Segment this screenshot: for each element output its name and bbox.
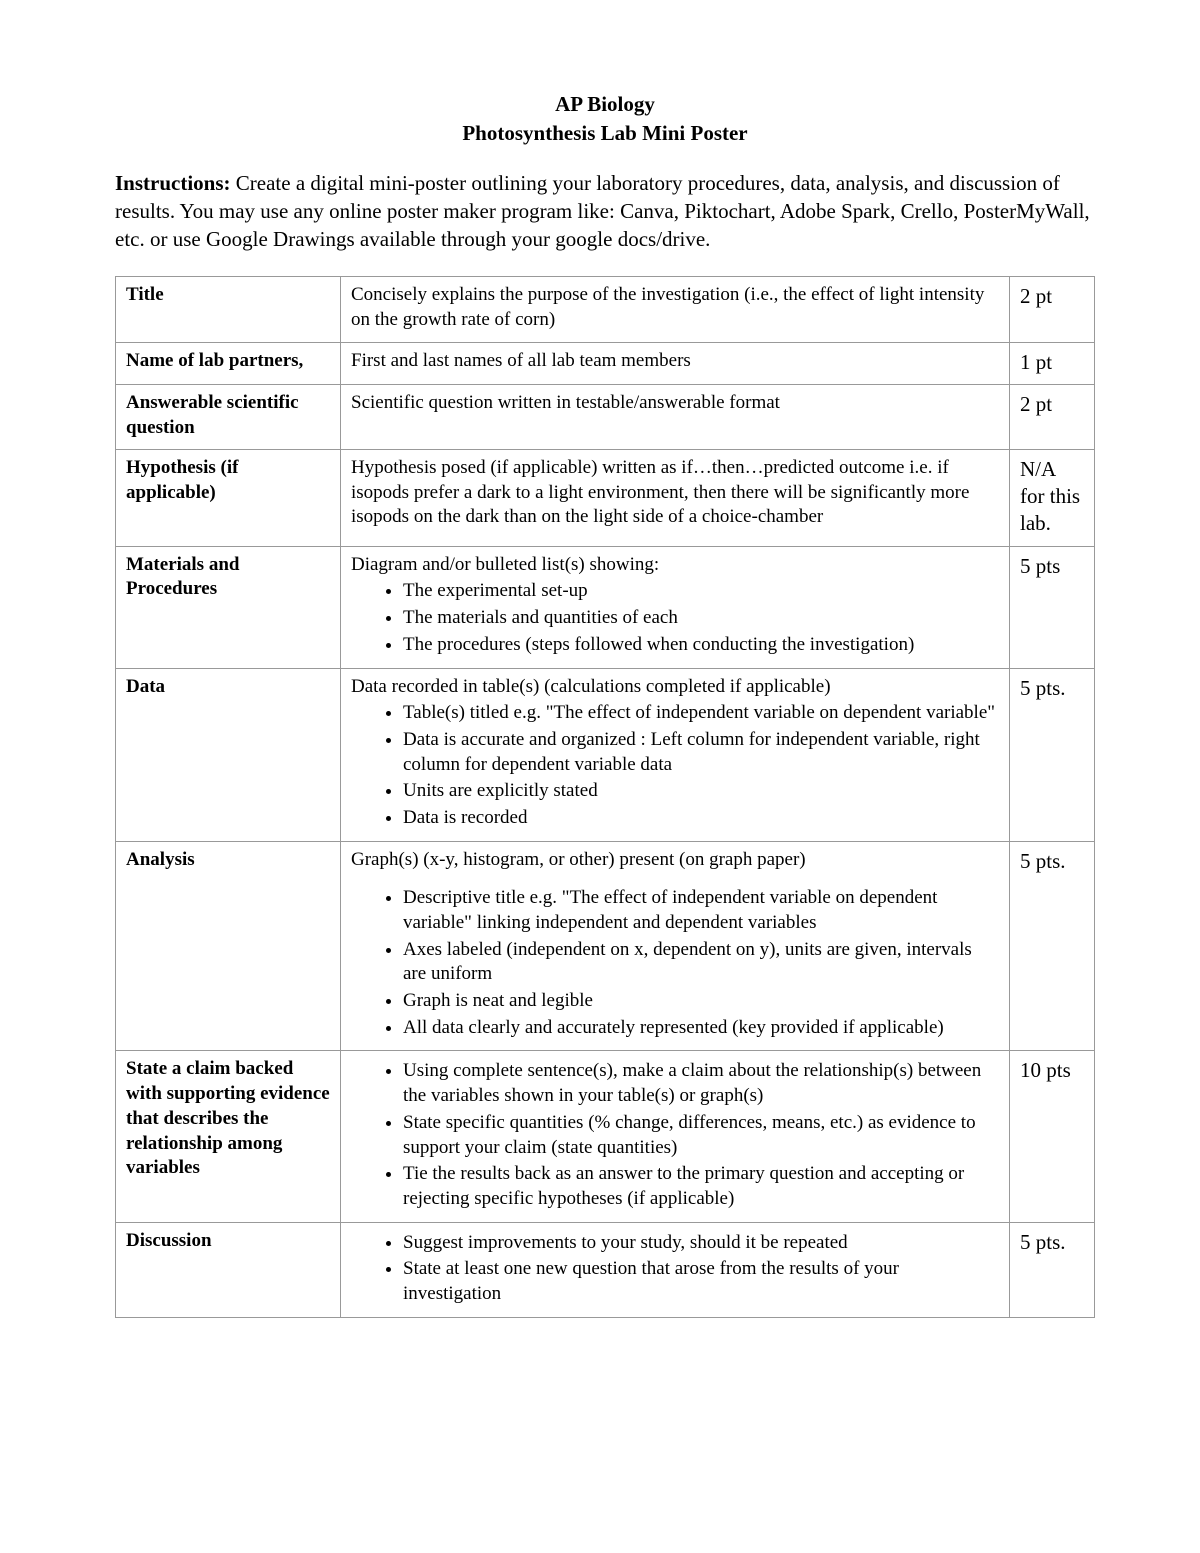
rubric-row-bullets: Using complete sentence(s), make a claim… — [351, 1059, 999, 1211]
rubric-row-lead: Scientific question written in testable/… — [351, 391, 999, 416]
rubric-bullet: Units are explicitly stated — [403, 779, 999, 804]
header-line-2: Photosynthesis Lab Mini Poster — [115, 119, 1095, 148]
rubric-bullet: Graph is neat and legible — [403, 989, 999, 1014]
rubric-row: Hypothesis (if applicable)Hypothesis pos… — [116, 449, 1095, 546]
rubric-row-points: 5 pts. — [1010, 1222, 1095, 1317]
rubric-row-description: Hypothesis posed (if applicable) written… — [341, 449, 1010, 546]
rubric-bullet: The procedures (steps followed when cond… — [403, 633, 999, 658]
rubric-row: Answerable scientific question Scientific… — [116, 385, 1095, 449]
rubric-bullet: The experimental set-up — [403, 579, 999, 604]
rubric-row-label: Materials and Procedures — [116, 546, 341, 668]
rubric-bullet: State specific quantities (% change, dif… — [403, 1111, 999, 1160]
rubric-bullet: Tie the results back as an answer to the… — [403, 1162, 999, 1211]
rubric-row: TitleConcisely explains the purpose of t… — [116, 276, 1095, 342]
rubric-bullet: Table(s) titled e.g. "The effect of inde… — [403, 701, 999, 726]
rubric-row-bullets: The experimental set-upThe materials and… — [351, 579, 999, 657]
rubric-bullet: Using complete sentence(s), make a claim… — [403, 1059, 999, 1108]
rubric-row-label: Hypothesis (if applicable) — [116, 449, 341, 546]
rubric-bullet: Data is accurate and organized : Left co… — [403, 728, 999, 777]
rubric-row-label: Title — [116, 276, 341, 342]
rubric-row-points: 5 pts. — [1010, 841, 1095, 1051]
rubric-row-points: 2 pt — [1010, 276, 1095, 342]
rubric-row-lead: Graph(s) (x-y, histogram, or other) pres… — [351, 848, 999, 873]
instructions-paragraph: Instructions: Create a digital mini-post… — [115, 169, 1095, 254]
rubric-row-label: Discussion — [116, 1222, 341, 1317]
instructions-text: Create a digital mini-poster outlining y… — [115, 171, 1090, 252]
rubric-bullet: Data is recorded — [403, 806, 999, 831]
rubric-row-lead: Concisely explains the purpose of the in… — [351, 283, 999, 332]
rubric-row: Materials and ProceduresDiagram and/or b… — [116, 546, 1095, 668]
rubric-body: TitleConcisely explains the purpose of t… — [116, 276, 1095, 1317]
rubric-row-description: Using complete sentence(s), make a claim… — [341, 1051, 1010, 1222]
rubric-row-description: Scientific question written in testable/… — [341, 385, 1010, 449]
rubric-bullet: The materials and quantities of each — [403, 606, 999, 631]
rubric-row-description: First and last names of all lab team mem… — [341, 343, 1010, 385]
rubric-row-description: Suggest improvements to your study, shou… — [341, 1222, 1010, 1317]
rubric-row-label: Data — [116, 668, 341, 841]
rubric-row-label: Analysis — [116, 841, 341, 1051]
rubric-row-label: State a claim backed with supporting evi… — [116, 1051, 341, 1222]
rubric-row: Discussion Suggest improvements to your s… — [116, 1222, 1095, 1317]
rubric-row-bullets: Suggest improvements to your study, shou… — [351, 1231, 999, 1307]
rubric-bullet: Axes labeled (independent on x, dependen… — [403, 938, 999, 987]
rubric-table: TitleConcisely explains the purpose of t… — [115, 276, 1095, 1318]
rubric-row-lead: First and last names of all lab team mem… — [351, 349, 999, 374]
rubric-row-description: Graph(s) (x-y, histogram, or other) pres… — [341, 841, 1010, 1051]
rubric-row-description: Concisely explains the purpose of the in… — [341, 276, 1010, 342]
rubric-row-points: N/A for this lab. — [1010, 449, 1095, 546]
document-header: AP Biology Photosynthesis Lab Mini Poste… — [115, 90, 1095, 149]
header-line-1: AP Biology — [115, 90, 1095, 119]
rubric-row-label: Answerable scientific question — [116, 385, 341, 449]
rubric-row: Data Data recorded in table(s) (calculati… — [116, 668, 1095, 841]
rubric-row-bullets: Descriptive title e.g. "The effect of in… — [351, 886, 999, 1040]
rubric-row-points: 5 pts — [1010, 546, 1095, 668]
spacer — [351, 874, 999, 884]
rubric-row-points: 1 pt — [1010, 343, 1095, 385]
rubric-row-lead: Diagram and/or bulleted list(s) showing: — [351, 553, 999, 578]
rubric-row-points: 5 pts. — [1010, 668, 1095, 841]
rubric-row-label: Name of lab partners, — [116, 343, 341, 385]
rubric-bullet: Descriptive title e.g. "The effect of in… — [403, 886, 999, 935]
rubric-row-bullets: Table(s) titled e.g. "The effect of inde… — [351, 701, 999, 830]
rubric-row-lead: Hypothesis posed (if applicable) written… — [351, 456, 999, 530]
rubric-bullet: All data clearly and accurately represen… — [403, 1016, 999, 1041]
rubric-row: State a claim backed with supporting evi… — [116, 1051, 1095, 1222]
rubric-row-description: Diagram and/or bulleted list(s) showing:… — [341, 546, 1010, 668]
page-container: AP Biology Photosynthesis Lab Mini Poste… — [0, 0, 1200, 1553]
rubric-row-description: Data recorded in table(s) (calculations … — [341, 668, 1010, 841]
rubric-row-points: 2 pt — [1010, 385, 1095, 449]
rubric-row-lead: Data recorded in table(s) (calculations … — [351, 675, 999, 700]
rubric-row-points: 10 pts — [1010, 1051, 1095, 1222]
rubric-row: Analysis Graph(s) (x-y, histogram, or oth… — [116, 841, 1095, 1051]
rubric-bullet: State at least one new question that aro… — [403, 1257, 999, 1306]
instructions-label: Instructions: — [115, 171, 236, 195]
rubric-bullet: Suggest improvements to your study, shou… — [403, 1231, 999, 1256]
rubric-row: Name of lab partners, First and last name… — [116, 343, 1095, 385]
